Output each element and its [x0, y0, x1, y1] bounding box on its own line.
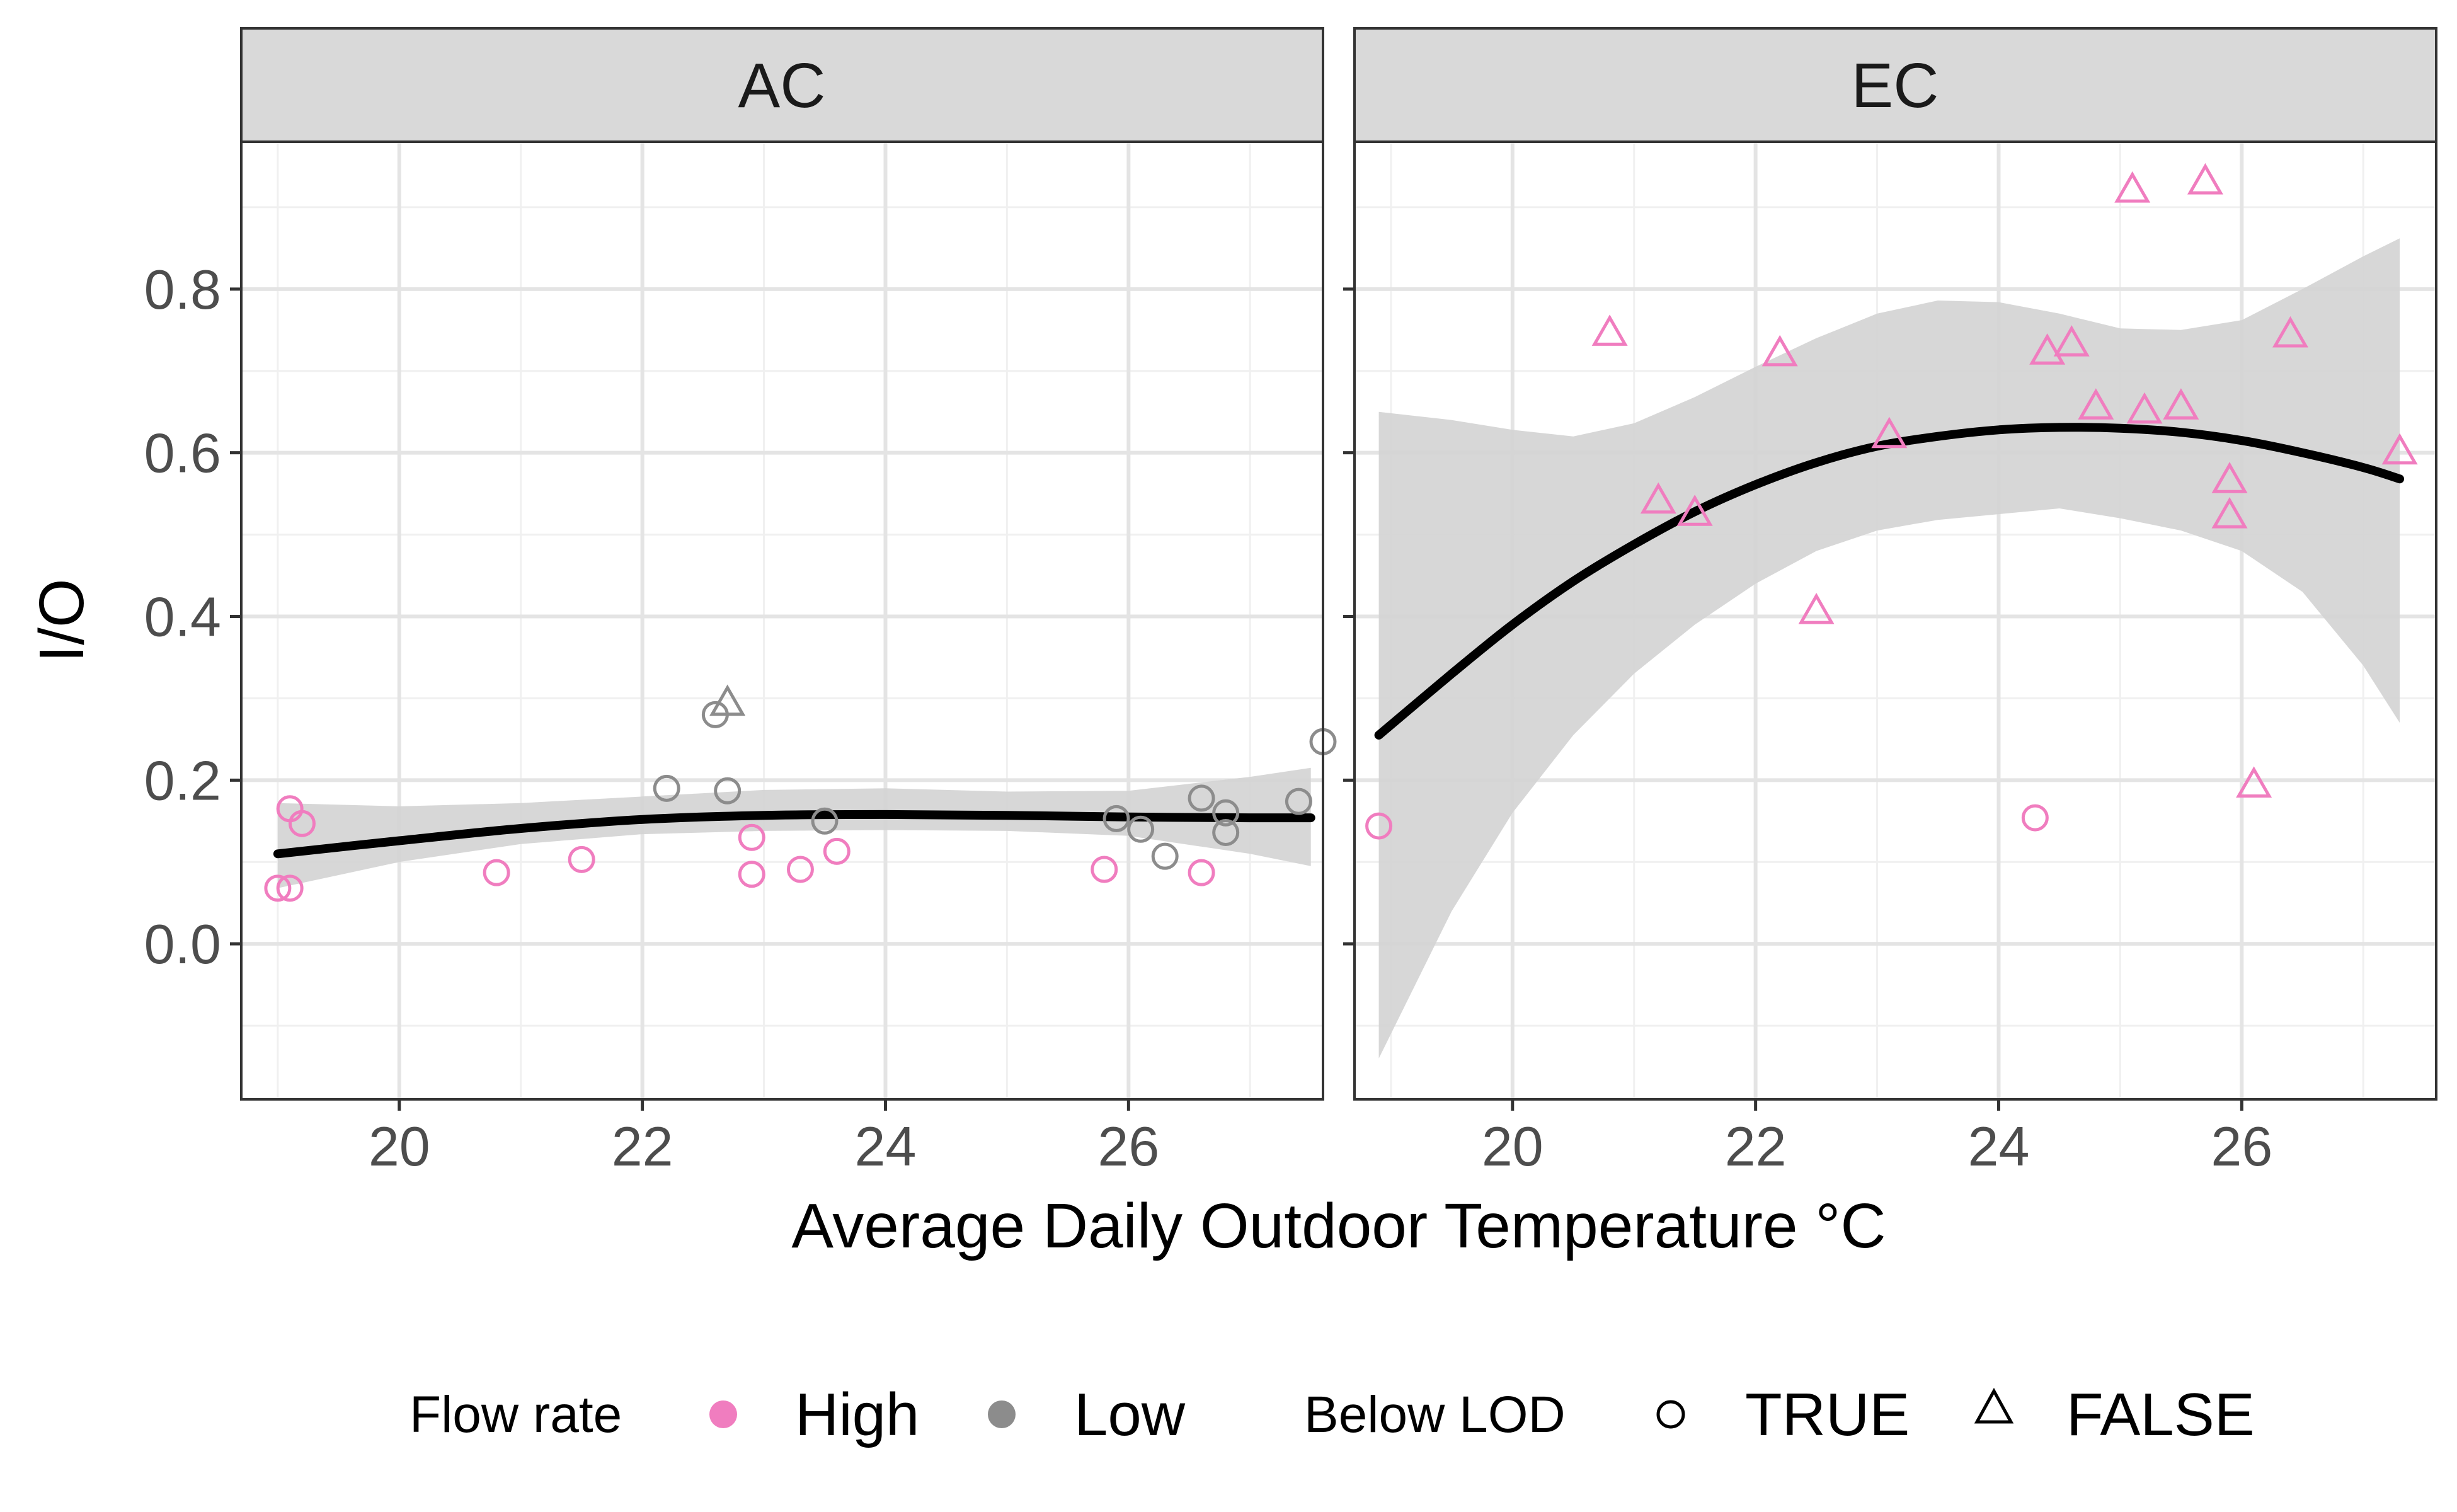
confidence-ribbon-ec	[1378, 238, 2400, 1058]
data-point-circle	[823, 837, 850, 865]
smooth-fit-line	[273, 810, 1315, 859]
data-point-triangle	[2029, 333, 2066, 365]
data-point-circle	[1212, 799, 1240, 827]
fit-line-ac	[273, 810, 1315, 859]
legend-key-true	[1656, 1400, 1685, 1429]
data-point-circle	[714, 777, 742, 805]
data-point-triangle	[2381, 433, 2418, 465]
legend-key-high	[709, 1400, 737, 1428]
data-point-circle	[2021, 804, 2049, 832]
data-point-triangle	[2236, 766, 2272, 798]
x-tick-label: 20	[1482, 1115, 1544, 1177]
x-tick-label: 26	[2211, 1115, 2272, 1177]
data-point-triangle	[2114, 171, 2151, 203]
confidence-ribbon-ac	[277, 767, 1311, 888]
legend: Flow rate High Low Below LOD TRUE FALSE	[410, 1381, 2255, 1448]
points-ac	[264, 684, 1337, 902]
data-point-circle	[276, 874, 304, 902]
data-point-circle	[288, 810, 316, 837]
legend-label-high: High	[795, 1381, 919, 1448]
x-tick-label: 24	[855, 1115, 917, 1177]
x-tick-label: 20	[369, 1115, 430, 1177]
data-point-circle	[1188, 784, 1215, 812]
data-point-triangle	[2163, 388, 2199, 420]
data-point-circle	[264, 874, 292, 902]
legend-label-false: FALSE	[2066, 1381, 2255, 1448]
data-point-circle	[483, 859, 510, 886]
data-point-triangle	[2126, 392, 2163, 424]
data-point-triangle	[1640, 482, 1676, 514]
data-point-circle	[811, 807, 839, 835]
legend-label-low: Low	[1074, 1381, 1186, 1448]
x-axis: 20 22 24 26 20 22 24 26	[369, 1099, 2272, 1177]
data-point-circle	[786, 856, 814, 883]
y-tick-label: 0.2	[144, 749, 221, 811]
confidence-band	[277, 767, 1311, 888]
panel-border-ac	[240, 140, 1324, 1101]
data-point-triangle	[709, 684, 746, 716]
data-point-triangle	[2078, 388, 2114, 420]
x-tick-label: 22	[1725, 1115, 1787, 1177]
data-point-triangle	[1676, 495, 1713, 526]
y-tick-label: 0.8	[144, 258, 221, 321]
x-axis-title: Average Daily Outdoor Temperature °C	[791, 1191, 1886, 1261]
data-point-circle	[1365, 812, 1393, 840]
legend-title-flow-rate: Flow rate	[410, 1386, 622, 1443]
legend-title-below-lod: Below LOD	[1304, 1386, 1566, 1443]
data-point-circle	[568, 845, 595, 873]
data-point-circle	[1188, 859, 1215, 886]
y-axis: 0.0 0.2 0.4 0.6 0.8	[144, 258, 1354, 975]
panel-border-ec	[1353, 140, 2437, 1101]
data-point-triangle	[2211, 496, 2248, 529]
data-point-circle	[738, 823, 765, 851]
data-point-circle	[738, 861, 765, 888]
data-point-circle	[1285, 788, 1312, 815]
legend-key-false	[1974, 1387, 2014, 1424]
data-point-circle	[1151, 842, 1179, 870]
data-point-triangle	[2211, 462, 2248, 493]
legend-key-low	[988, 1400, 1016, 1428]
x-tick-label: 24	[1968, 1115, 2030, 1177]
y-tick-label: 0.4	[144, 586, 221, 648]
data-point-circle	[1102, 805, 1130, 832]
strip-ec	[1353, 27, 2437, 143]
strip-label-ec: EC	[1852, 50, 1939, 121]
strip-ac	[240, 27, 1324, 143]
grid-ac	[241, 142, 1323, 1099]
legend-label-true: TRUE	[1745, 1381, 1910, 1448]
confidence-band	[1378, 238, 2400, 1058]
x-tick-label: 22	[612, 1115, 673, 1177]
data-point-triangle	[2272, 316, 2308, 348]
data-point-triangle	[2187, 163, 2223, 195]
plot-area-ac	[241, 142, 1323, 1099]
data-point-triangle	[1871, 416, 1908, 449]
y-axis-title: I/O	[26, 578, 97, 662]
panel-ec: EC	[1353, 27, 2437, 1101]
data-point-triangle	[1761, 335, 1798, 367]
data-point-circle	[653, 774, 680, 802]
data-point-circle	[1091, 856, 1118, 883]
x-tick-label: 26	[1097, 1115, 1159, 1177]
panel-ac: AC	[240, 27, 1337, 1101]
data-point-circle	[1212, 818, 1240, 846]
points-ec	[1365, 163, 2418, 840]
data-point-triangle	[1591, 314, 1628, 346]
data-point-triangle	[1798, 592, 1835, 624]
y-tick-label: 0.6	[144, 422, 221, 484]
y-tick-label: 0.0	[144, 913, 221, 975]
data-point-triangle	[2053, 325, 2090, 357]
strip-label-ac: AC	[738, 50, 826, 121]
data-point-circle	[1127, 815, 1155, 843]
